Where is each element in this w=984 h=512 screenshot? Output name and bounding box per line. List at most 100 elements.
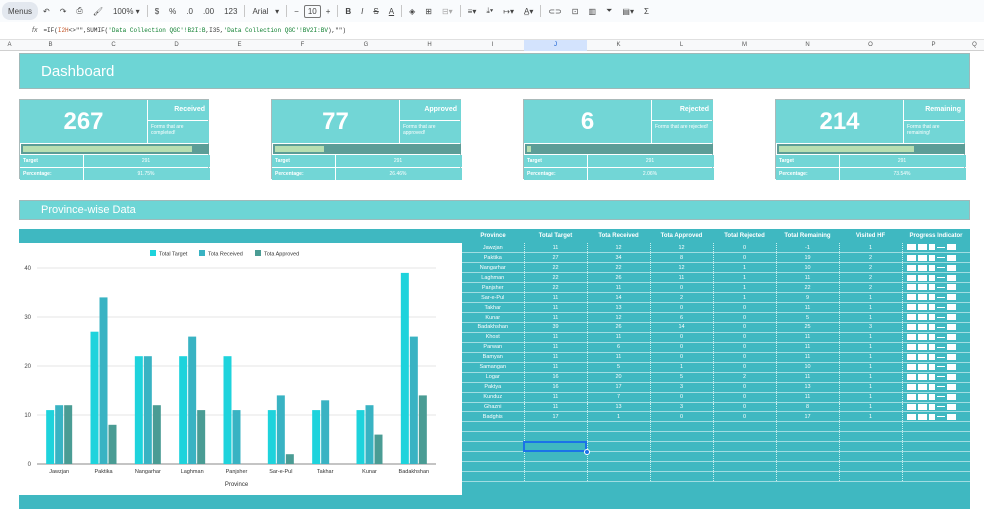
table-cell[interactable]: 1: [649, 362, 713, 373]
table-cell[interactable]: Kunduz: [462, 392, 524, 403]
table-cell[interactable]: 0: [712, 382, 776, 393]
table-cell[interactable]: [712, 451, 776, 463]
table-cell[interactable]: [838, 421, 902, 433]
table-cell[interactable]: 1: [838, 243, 902, 254]
table-cell[interactable]: 0: [712, 402, 776, 413]
table-cell[interactable]: Badakhshan: [462, 322, 524, 333]
table-cell[interactable]: [901, 411, 970, 423]
table-cell[interactable]: [901, 302, 970, 314]
table-cell[interactable]: [586, 461, 650, 473]
table-cell[interactable]: [523, 421, 587, 433]
font-select[interactable]: Arial ▾: [252, 6, 280, 16]
bar-chart[interactable]: 0 10 20 30 40 Jawzjan Paktika Nangarhar Laghman P…: [0, 243, 459, 495]
table-cell[interactable]: 11: [775, 302, 839, 314]
table-cell[interactable]: 0: [712, 252, 776, 264]
table-cell[interactable]: 14: [586, 292, 650, 304]
table-cell[interactable]: [649, 461, 713, 473]
column-header-h[interactable]: H: [427, 42, 432, 48]
table-cell[interactable]: 20: [586, 372, 650, 383]
table-cell[interactable]: 2: [838, 252, 902, 264]
table-cell[interactable]: 2: [838, 272, 902, 284]
table-cell[interactable]: 0: [712, 362, 776, 373]
table-cell[interactable]: Panjsher: [462, 282, 524, 294]
table-cell[interactable]: 11: [523, 302, 587, 314]
table-cell[interactable]: Kunar: [462, 312, 524, 323]
table-cell[interactable]: 3: [649, 382, 713, 393]
table-cell[interactable]: Paktya: [462, 382, 524, 393]
table-cell[interactable]: [901, 332, 970, 343]
table-cell[interactable]: 11: [775, 392, 839, 403]
table-cell[interactable]: [462, 461, 524, 473]
table-cell[interactable]: 3: [838, 322, 902, 333]
font-size-decrease-button[interactable]: −: [294, 6, 299, 16]
table-cell[interactable]: 26: [586, 322, 650, 333]
table-cell[interactable]: [586, 451, 650, 463]
table-cell[interactable]: Laghman: [462, 272, 524, 284]
column-header-c[interactable]: C: [111, 42, 116, 48]
table-cell[interactable]: 12: [649, 262, 713, 274]
table-cell[interactable]: 1: [712, 292, 776, 304]
undo-icon[interactable]: ↶: [43, 6, 50, 16]
table-cell[interactable]: 1: [838, 372, 902, 383]
table-cell[interactable]: [586, 421, 650, 433]
table-cell[interactable]: 0: [649, 342, 713, 353]
table-cell[interactable]: 5: [649, 372, 713, 383]
table-cell[interactable]: 13: [586, 302, 650, 314]
table-cell[interactable]: Sar-e-Pul: [462, 292, 524, 304]
column-header-g[interactable]: G: [363, 42, 369, 48]
table-cell[interactable]: [712, 441, 776, 453]
table-cell[interactable]: 17: [586, 382, 650, 393]
table-cell[interactable]: 3: [649, 402, 713, 413]
table-cell[interactable]: 0: [649, 392, 713, 403]
table-cell[interactable]: [901, 262, 970, 274]
table-cell[interactable]: Samangan: [462, 362, 524, 373]
table-cell[interactable]: 0: [712, 332, 776, 343]
table-cell[interactable]: [775, 451, 839, 463]
table-cell[interactable]: 0: [712, 312, 776, 323]
table-cell[interactable]: 22: [523, 282, 587, 294]
table-cell[interactable]: [901, 322, 970, 333]
table-cell[interactable]: [838, 451, 902, 463]
table-cell[interactable]: 6: [649, 312, 713, 323]
table-cell[interactable]: [901, 392, 970, 403]
merge-cells-icon[interactable]: ⊟▾: [441, 6, 453, 16]
table-cell[interactable]: 11: [523, 292, 587, 304]
table-cell[interactable]: [901, 243, 970, 254]
table-cell[interactable]: 2: [838, 262, 902, 274]
table-cell[interactable]: 8: [775, 402, 839, 413]
table-cell[interactable]: 0: [712, 411, 776, 423]
table-cell[interactable]: [462, 441, 524, 453]
table-cell[interactable]: 34: [586, 252, 650, 264]
table-cell[interactable]: [838, 431, 902, 443]
table-cell[interactable]: [901, 342, 970, 353]
table-cell[interactable]: 0: [712, 243, 776, 254]
table-cell[interactable]: 11: [523, 392, 587, 403]
table-cell[interactable]: 0: [649, 332, 713, 343]
table-cell[interactable]: 0: [712, 392, 776, 403]
table-cell[interactable]: 12: [586, 243, 650, 254]
table-cell[interactable]: 1: [838, 411, 902, 423]
table-cell[interactable]: 27: [523, 252, 587, 264]
font-size-increase-button[interactable]: +: [325, 6, 331, 16]
table-cell[interactable]: Bamyan: [462, 352, 524, 363]
table-cell[interactable]: 22: [775, 282, 839, 294]
table-cell[interactable]: 17: [775, 411, 839, 423]
strikethrough-button[interactable]: S: [373, 6, 379, 16]
table-cell[interactable]: 13: [775, 382, 839, 393]
zoom-select[interactable]: 100% ▾: [112, 6, 140, 16]
table-cell[interactable]: [649, 441, 713, 453]
table-cell[interactable]: 11: [649, 272, 713, 284]
table-cell[interactable]: Ghazni: [462, 402, 524, 413]
table-cell[interactable]: [901, 312, 970, 323]
text-color-button[interactable]: A: [388, 6, 395, 16]
table-cell[interactable]: 6: [586, 342, 650, 353]
table-cell[interactable]: 10: [775, 262, 839, 274]
table-cell[interactable]: [462, 421, 524, 433]
table-cell[interactable]: 22: [523, 262, 587, 274]
table-cell[interactable]: [649, 421, 713, 433]
column-header-b[interactable]: B: [48, 42, 53, 48]
text-wrap-icon[interactable]: ↦▾: [503, 6, 514, 16]
table-cell[interactable]: [649, 471, 713, 482]
table-cell[interactable]: 11: [523, 312, 587, 323]
table-cell[interactable]: 1: [838, 382, 902, 393]
